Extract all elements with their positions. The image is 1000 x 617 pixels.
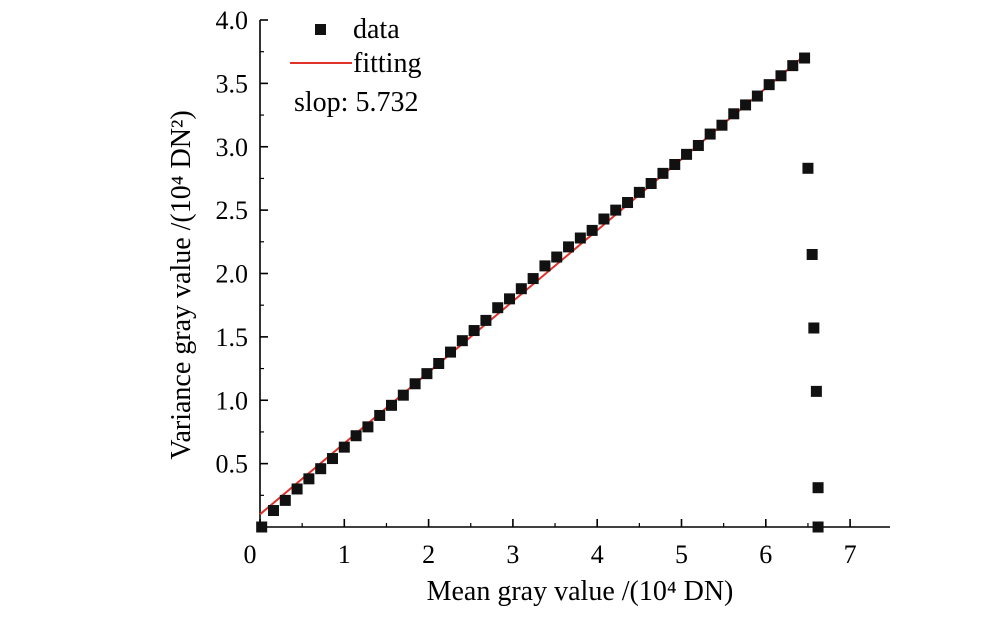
legend: data fitting slop: 5.732	[290, 14, 421, 118]
data-point	[574, 232, 586, 244]
data-point	[350, 430, 362, 442]
data-point	[799, 52, 811, 64]
data-point	[267, 505, 279, 517]
data-point	[563, 241, 575, 253]
data-point	[303, 473, 315, 485]
tick-labels: 0 1 2 3 4 5 6 7 0.5 1.0 1.5 2.0 2.5 3.0 3.5 4.0	[216, 6, 857, 569]
x-tick-label: 7	[844, 540, 857, 569]
data-point	[728, 108, 740, 120]
data-point	[551, 251, 563, 263]
legend-label-data: data	[353, 14, 400, 45]
data-point	[704, 128, 716, 140]
data-point	[338, 441, 350, 453]
slope-annotation: slop: 5.732	[294, 87, 418, 118]
legend-marker-data	[315, 24, 326, 35]
data-point	[812, 521, 824, 533]
data-point	[716, 119, 728, 131]
data-point	[515, 283, 527, 295]
data-point	[787, 60, 799, 72]
data-point	[775, 70, 787, 82]
data-point	[291, 483, 303, 495]
data-point	[409, 378, 421, 390]
y-tick-label: 2.5	[216, 196, 249, 225]
data-point	[397, 389, 409, 401]
x-tick-label: 5	[675, 540, 688, 569]
y-tick-label: 2.0	[216, 260, 249, 289]
data-point	[598, 213, 610, 225]
data-point	[622, 197, 634, 209]
x-tick-label: 1	[338, 540, 351, 569]
data-point	[433, 357, 445, 369]
data-point	[692, 139, 704, 151]
data-point	[326, 453, 338, 465]
data-point	[279, 494, 291, 506]
data-point	[527, 273, 539, 285]
x-axis-title: Mean gray value /(10⁴ DN)	[427, 576, 734, 607]
x-tick-label: 3	[506, 540, 519, 569]
y-tick-label: 3.0	[216, 133, 249, 162]
data-point	[763, 79, 775, 91]
data-point	[386, 399, 398, 411]
data-point	[468, 325, 480, 337]
legend-label-fitting: fitting	[353, 48, 421, 79]
y-tick-label: 4.0	[216, 6, 249, 35]
data-point	[669, 158, 681, 170]
data-point	[657, 167, 669, 179]
data-point	[681, 148, 693, 160]
data-point	[806, 248, 818, 260]
data-point	[539, 260, 551, 272]
data-point	[492, 302, 504, 314]
y-tick-label: 0.5	[216, 450, 249, 479]
data-point	[445, 346, 457, 358]
x-tick-label: 6	[759, 540, 772, 569]
data-point	[374, 409, 386, 421]
x-tick-label: 0	[244, 540, 257, 569]
x-tick-label: 2	[422, 540, 435, 569]
data-point	[586, 224, 598, 236]
data-point	[256, 521, 268, 533]
data-point	[421, 368, 433, 380]
y-axis-title: Variance gray value /(10⁴ DN²)	[166, 110, 197, 459]
data-point	[315, 463, 327, 475]
data-point	[480, 314, 492, 326]
data-point	[740, 99, 752, 111]
x-tick-label: 4	[591, 540, 604, 569]
data-series	[256, 52, 824, 533]
data-point	[610, 204, 622, 216]
data-point	[633, 186, 645, 198]
data-point	[808, 322, 820, 334]
data-point	[362, 421, 374, 433]
data-point	[812, 482, 824, 494]
y-tick-label: 1.5	[216, 323, 249, 352]
data-point	[456, 335, 468, 347]
tick-marks	[259, 19, 851, 527]
y-tick-label: 3.5	[216, 69, 249, 98]
data-point	[802, 162, 814, 174]
data-point	[751, 90, 763, 102]
y-tick-label: 1.0	[216, 386, 249, 415]
data-point	[504, 293, 516, 305]
data-point	[645, 178, 657, 190]
data-point	[810, 385, 822, 397]
